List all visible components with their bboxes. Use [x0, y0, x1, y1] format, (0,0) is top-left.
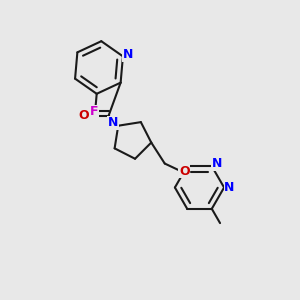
Text: F: F — [89, 105, 98, 118]
Text: O: O — [79, 109, 89, 122]
Text: O: O — [179, 165, 190, 178]
Text: N: N — [212, 157, 222, 170]
Text: N: N — [224, 181, 235, 194]
Text: N: N — [122, 48, 133, 61]
Text: N: N — [108, 116, 118, 129]
